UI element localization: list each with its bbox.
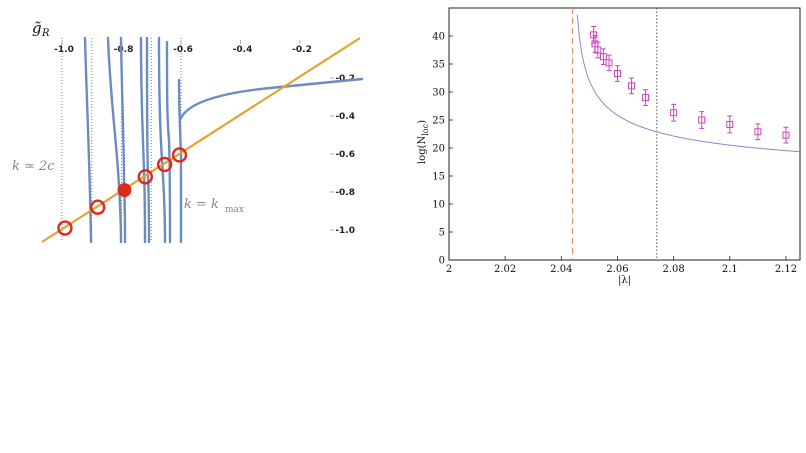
fit-curve [576, 14, 800, 153]
y-tick-label: 15 [432, 172, 445, 183]
data-point [754, 128, 762, 136]
curve-branch-2 [106, 36, 123, 244]
y-axis-label: log(Nloc) [417, 120, 430, 164]
y-axis-label-group: log(Nloc) [417, 120, 430, 164]
y-tick-label: 40 [432, 32, 445, 43]
data-point [613, 70, 621, 78]
x-tick-label: 2.02 [494, 264, 516, 275]
y-axis-label: g̃ [32, 19, 42, 37]
y-tick-label: 20 [432, 144, 445, 155]
solution-marker [137, 169, 154, 185]
x-tick-label: 2 [446, 264, 452, 275]
y-tick-label: 0 [439, 256, 445, 267]
data-point [782, 131, 790, 139]
data-point [594, 46, 602, 54]
solution-marker-filled [117, 183, 132, 198]
y-tick-label: 30 [432, 88, 445, 99]
curve-branch-4 [139, 36, 147, 244]
curve-branch-3 [119, 36, 127, 244]
x-tick-label: 2.1 [722, 264, 738, 275]
y-tick-label: -0.2 [335, 74, 355, 84]
solution-marker [156, 156, 173, 173]
data-point [590, 31, 598, 39]
y-axis-label-sub: loc [421, 123, 430, 135]
data-point [605, 59, 613, 67]
solution-marker [89, 199, 106, 215]
y-tick-label: -0.6 [335, 150, 355, 160]
y-axis-label-main: log(N [417, 136, 428, 165]
y-tick-label: 35 [432, 60, 445, 71]
data-point [670, 109, 678, 117]
x-tick-label: -1.0 [54, 45, 74, 55]
curve-branch-1 [83, 36, 93, 244]
y-tick-label: -0.4 [335, 112, 355, 122]
y-axis-label-sub: R [41, 28, 50, 39]
x-tick-label: -0.8 [114, 45, 134, 55]
data-point [642, 94, 650, 102]
plot-frame [448, 7, 801, 261]
y-tick-label: 5 [439, 228, 445, 239]
diagonal-line [41, 37, 361, 243]
y-tick-label: 25 [432, 116, 445, 127]
curve-branch-right [179, 77, 364, 120]
data-point [628, 82, 636, 90]
annotation-k-2c: k ≃ 2c [12, 159, 55, 174]
curve-branch-8 [177, 78, 183, 244]
y-tick-label: -1.0 [335, 226, 355, 236]
data-point [726, 120, 734, 128]
annotation-k-kmax: k = k [184, 197, 219, 212]
data-point [698, 116, 706, 124]
x-tick-label: -0.2 [292, 45, 312, 55]
data-point [599, 53, 607, 61]
y-tick-label: -0.8 [335, 188, 355, 198]
x-axis-label: |λ| [618, 275, 631, 286]
curve-branch-6 [157, 36, 167, 244]
y-tick-label: 10 [432, 200, 445, 211]
curve-branch-7 [165, 40, 172, 244]
x-tick-label: 2.12 [775, 264, 797, 275]
solution-marker [57, 220, 73, 236]
x-tick-label: 2.06 [606, 264, 628, 275]
x-tick-label: -0.6 [173, 45, 193, 55]
x-tick-label: -0.4 [233, 45, 253, 55]
y-axis-label-end: ) [417, 120, 428, 124]
x-tick-label: 2.08 [663, 264, 685, 275]
annotation-k-kmax-sub: max [225, 205, 244, 215]
solution-marker [171, 147, 188, 163]
x-tick-label: 2.04 [550, 264, 572, 275]
